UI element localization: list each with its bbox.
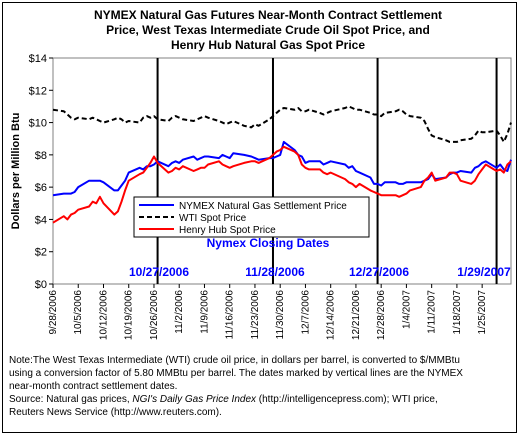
legend-label-3: Henry Hub Spot Price <box>179 225 276 236</box>
chart-frame: NYMEX Natural Gas Futures Near-Month Con… <box>2 2 517 433</box>
legend-label-1: NYMEX Natural Gas Settlement Price <box>179 201 347 212</box>
note-line-2: using a conversion factor of 5.80 MMBtu … <box>9 368 463 379</box>
x-tick-label: 11/30/2006 <box>275 290 286 340</box>
source-line: Source: Natural gas prices, NGI's Daily … <box>9 393 517 406</box>
x-tick-label: 1/25/2007 <box>477 290 488 335</box>
note-line-3: near-month contract settlement dates. <box>9 381 178 392</box>
series-line-2 <box>52 105 512 143</box>
series-line-3 <box>52 145 512 224</box>
y-tick-label: $12 <box>29 85 47 97</box>
x-tick-label: 1/11/2007 <box>427 290 438 334</box>
x-tick-label: 10/12/2006 <box>98 290 109 340</box>
y-tick-label: $0 <box>35 279 47 291</box>
x-tick-label: 11/23/2006 <box>250 290 261 340</box>
source-suffix: (http://intelligencepress.com); WTI pric… <box>256 394 438 405</box>
x-tick-label: 1/4/2007 <box>401 290 412 329</box>
closing-date-label: 12/27/2006 <box>349 265 409 279</box>
closing-date-label: 11/28/2006 <box>245 265 305 279</box>
source-italic: NGI's Daily Gas Price Index <box>132 394 257 405</box>
y-tick-label: $2 <box>35 247 47 259</box>
y-axis-label: Dollars per Million Btu <box>10 113 22 230</box>
chart-svg: $0 $2 $4 $6 $8 $10 $12 $14 Dollars per Million B… <box>10 53 512 340</box>
y-tick-label: $6 <box>35 182 47 194</box>
x-tick-label: 12/21/2006 <box>351 290 362 340</box>
x-tick-label: 10/5/2006 <box>73 290 84 335</box>
chart-title-line-1: NYMEX Natural Gas Futures Near-Month Con… <box>93 8 443 22</box>
note-line-5: Reuters News Service (http://www.reuters… <box>9 407 222 418</box>
x-tick-label: 12/28/2006 <box>376 290 387 340</box>
y-tick-label: $4 <box>35 214 47 226</box>
chart-title-line-3: Henry Hub Natural Gas Spot Price <box>170 38 366 52</box>
y-tick-label: $10 <box>29 118 47 130</box>
x-tick-label: 11/9/2006 <box>199 290 210 334</box>
x-tick-label: 12/14/2006 <box>326 290 337 340</box>
chart-title-line-2: Price, West Texas Intermediate Crude Oil… <box>106 23 430 37</box>
closing-date-label: 10/27/2006 <box>129 265 189 279</box>
closing-dates-caption: Nymex Closing Dates <box>207 236 330 250</box>
x-tick-label: 1/18/2007 <box>452 290 463 335</box>
x-tick-label: 9/28/2006 <box>48 290 59 335</box>
x-tick-label: 11/16/2006 <box>225 290 236 340</box>
y-tick-label: $8 <box>35 150 47 162</box>
closing-date-label: 1/29/2007 <box>457 265 511 279</box>
y-tick-label: $14 <box>29 53 47 65</box>
source-prefix: Source: Natural gas prices, <box>9 394 133 405</box>
x-tick-label: 10/19/2006 <box>124 290 135 340</box>
x-tick-label: 11/2/2006 <box>174 290 185 334</box>
note-line-1: Note:The West Texas Intermediate (WTI) c… <box>9 355 460 366</box>
plot-area <box>52 57 512 285</box>
legend-label-2: WTI Spot Price <box>179 213 247 224</box>
x-tick-label: 12/7/2006 <box>300 290 311 335</box>
x-tick-label: 10/26/2006 <box>149 290 160 340</box>
